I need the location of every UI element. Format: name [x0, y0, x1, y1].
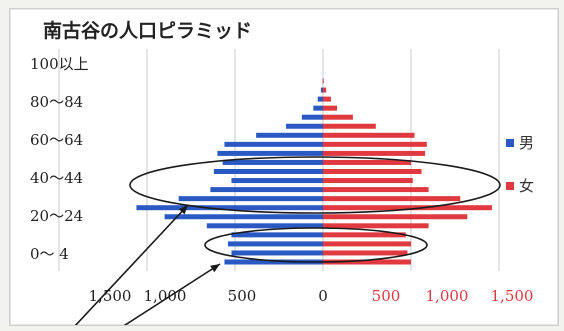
bar-male [178, 196, 323, 202]
bar-male [286, 123, 323, 129]
x-tick-label: 500 [372, 287, 401, 305]
annotation-arrowhead [178, 205, 188, 215]
bar-male [206, 223, 323, 229]
bar-male [222, 159, 323, 165]
bar-female [323, 196, 461, 202]
bar-male [224, 141, 323, 147]
bar-female [323, 259, 411, 265]
bar-male [231, 232, 323, 238]
x-tick-label: 0 [318, 287, 328, 305]
population-pyramid-chart: 南古谷の人口ピラミッド 100以上 80〜84 60〜64 40〜44 20〜24 0〜 4… [30, 19, 534, 325]
chart-title: 南古谷の人口ピラミッド [43, 19, 252, 42]
bar-female [323, 169, 422, 174]
legend-label: 女 [519, 177, 534, 195]
bar-male [317, 96, 323, 102]
bar-female [323, 223, 429, 229]
x-tick-label: 1,500 [89, 287, 132, 305]
annotation-arrowhead [210, 264, 220, 273]
age-tick-label: 100以上 [30, 55, 89, 73]
bar-female [323, 105, 338, 111]
bar-male [224, 259, 323, 265]
bar-female [323, 187, 429, 193]
legend-swatch [506, 182, 514, 190]
age-tick-label: 80〜84 [30, 93, 83, 111]
bar-female [323, 123, 376, 129]
chart-panel: 南古谷の人口ピラミッド 100以上 80〜84 60〜64 40〜44 20〜24 0〜 4… [9, 8, 559, 326]
bar-male [213, 169, 323, 174]
bar-female [323, 178, 413, 184]
age-tick-label: 60〜64 [30, 131, 83, 149]
bar-female [323, 87, 327, 93]
x-tick-label: 1,000 [144, 287, 187, 305]
bar-female [323, 250, 408, 256]
annotation-arrow-line [74, 204, 189, 325]
x-tick-label: 1,500 [491, 287, 534, 305]
bar-male [164, 214, 323, 220]
bar-female [323, 132, 415, 138]
bar-male [231, 250, 323, 256]
bar-male [217, 150, 323, 156]
bar-male [320, 87, 323, 93]
bar-female [323, 78, 324, 84]
bar-male [136, 205, 323, 211]
bar-female [323, 232, 406, 238]
bar-female [323, 150, 426, 156]
legend-swatch [506, 139, 514, 147]
x-tick-label: 500 [228, 287, 257, 305]
age-tick-label: 20〜24 [30, 207, 83, 225]
annotation-ellipse-young [204, 227, 428, 263]
bar-male [301, 114, 323, 120]
annotation-arrow-line [123, 263, 221, 325]
x-tick-label: 1,000 [426, 287, 469, 305]
bar-female [323, 214, 468, 220]
age-tick-label: 0〜 4 [30, 245, 69, 263]
bar-male [210, 187, 323, 193]
legend-label: 男 [519, 134, 534, 152]
bar-female [323, 141, 427, 147]
bar-female [323, 205, 492, 211]
bar-female [323, 241, 411, 247]
bar-female [323, 96, 331, 102]
bar-male [231, 178, 323, 184]
bar-male [256, 132, 323, 138]
bar-female [323, 159, 411, 165]
age-tick-label: 40〜44 [30, 169, 83, 187]
bar-male [227, 241, 323, 247]
bar-male [313, 105, 323, 111]
bar-female [323, 114, 353, 120]
annotation-ellipse-40s [129, 156, 501, 214]
